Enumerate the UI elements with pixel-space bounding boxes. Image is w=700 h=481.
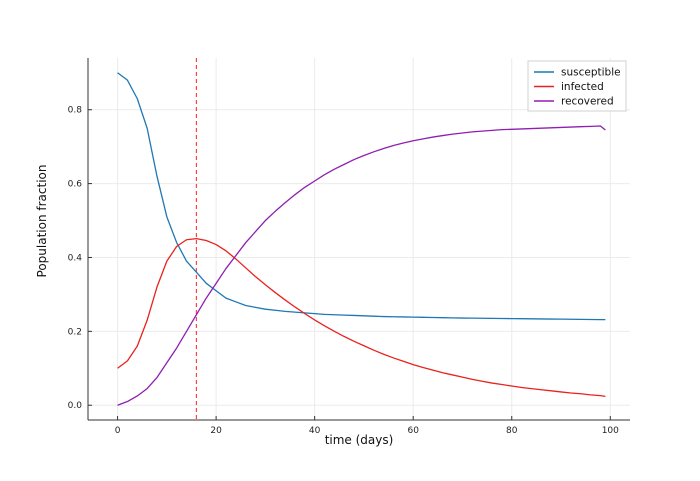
legend-label: recovered <box>561 96 614 108</box>
x-tick-label: 80 <box>506 426 518 436</box>
y-axis-label: Population fraction <box>35 165 49 278</box>
legend: susceptible infected recovered <box>527 60 627 112</box>
series-line-susceptible <box>117 72 606 321</box>
series-line-recovered <box>117 125 606 406</box>
x-tick-label: 0 <box>115 426 121 436</box>
x-tick-label: 40 <box>309 426 321 436</box>
x-tick-label: 60 <box>407 426 419 436</box>
y-tick-label: 0.2 <box>68 327 82 337</box>
legend-label: susceptible <box>561 67 621 79</box>
grid <box>88 58 630 420</box>
axes <box>87 58 630 421</box>
y-tick-label: 0.6 <box>68 180 83 190</box>
y-ticks: 0.0 0.2 0.4 0.6 0.8 <box>68 106 92 411</box>
series-lines <box>117 72 606 406</box>
x-axis-label: time (days) <box>325 433 394 447</box>
y-tick-label: 0.8 <box>68 106 83 116</box>
legend-label: infected <box>561 81 604 93</box>
x-tick-label: 100 <box>602 426 619 436</box>
x-tick-label: 20 <box>210 426 222 436</box>
x-ticks: 0 20 40 60 80 100 <box>115 416 619 436</box>
y-tick-label: 0.0 <box>68 401 83 411</box>
y-tick-label: 0.4 <box>68 253 83 263</box>
series-line-infected <box>117 237 606 398</box>
